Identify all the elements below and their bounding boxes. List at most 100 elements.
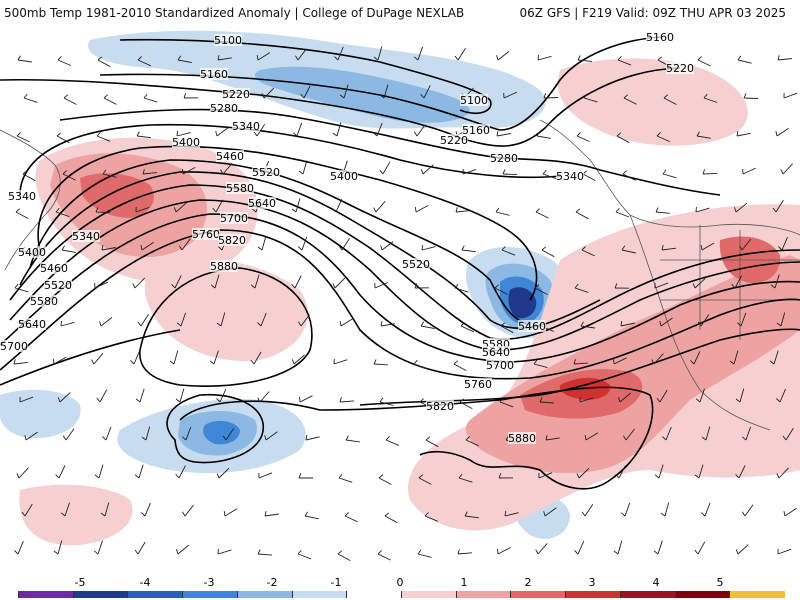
wind-barb (332, 122, 342, 137)
wind-barb (453, 360, 467, 371)
wind-barb (291, 198, 301, 213)
cold-anomaly-south-dark (203, 420, 240, 445)
contour-5580 (9, 184, 800, 340)
wind-barb (16, 467, 29, 479)
wind-barb (250, 274, 260, 289)
wind-barb (651, 353, 664, 365)
wind-barb (379, 161, 391, 175)
wind-barb (776, 388, 786, 403)
wind-barb (697, 56, 711, 67)
wind-barb (291, 275, 302, 289)
warm-anomaly-ridge (144, 259, 308, 361)
wind-barb (93, 540, 103, 555)
contour-5880 (139, 267, 313, 388)
contour-label-bg (252, 166, 280, 178)
warm-anomaly-south (19, 484, 133, 546)
wind-barb (584, 432, 599, 441)
wind-barb (742, 167, 756, 175)
contour-label-bg (210, 260, 238, 272)
wind-barb (655, 207, 670, 214)
wind-barb (257, 312, 267, 327)
wind-barb (464, 511, 479, 519)
contour-label-bg (8, 190, 36, 202)
wind-barb (454, 283, 469, 293)
wind-barb (175, 465, 186, 479)
wind-barb (176, 130, 191, 137)
warm-anomaly-east-mid (466, 255, 800, 474)
wind-barb (141, 426, 151, 441)
wind-barb (216, 467, 230, 479)
contour-label: 5520 (402, 258, 430, 271)
wind-barb (380, 321, 395, 327)
wind-barb (617, 55, 632, 66)
wind-barb (495, 207, 510, 216)
contour-5100 (119, 38, 492, 115)
wind-barb (222, 428, 235, 441)
wind-barb (729, 350, 739, 365)
wind-barb (373, 201, 386, 213)
contour-label: 5340 (72, 230, 100, 243)
wind-barb (96, 132, 111, 142)
wind-barb (332, 277, 346, 289)
wind-barb (212, 199, 224, 213)
wind-barb (734, 202, 748, 213)
wind-barb (15, 208, 29, 219)
contour-label: 5220 (440, 134, 468, 147)
wind-barb (498, 473, 514, 479)
wind-barb (291, 354, 305, 365)
colorbar-segment (565, 591, 621, 598)
wind-barb (537, 54, 552, 61)
wind-barb (60, 502, 70, 517)
wind-barb (425, 436, 439, 448)
wind-barb (663, 94, 677, 105)
contour-label-bg (486, 359, 514, 371)
wind-barb (545, 435, 560, 441)
wind-barb (504, 510, 519, 517)
wind-barb (62, 428, 75, 441)
wind-barb (613, 357, 627, 365)
wind-barb (337, 550, 351, 561)
wind-barb (99, 317, 113, 327)
contour-5460 (29, 159, 531, 326)
wind-barb (783, 507, 797, 517)
wind-barb (339, 84, 349, 99)
wind-barb (577, 55, 592, 62)
contour-5640 (9, 199, 800, 351)
colorbar-segment (455, 591, 512, 598)
wind-barb (372, 122, 383, 137)
wind-barb (344, 512, 358, 523)
wind-barb (103, 94, 117, 105)
contour-label: 5880 (508, 432, 536, 445)
contour-label: 5760 (464, 378, 492, 391)
wind-barb (57, 56, 72, 66)
wind-barb (574, 541, 585, 555)
coastlines (0, 119, 800, 431)
contour-label: 5400 (172, 136, 200, 149)
wind-barb (462, 168, 477, 175)
colorbar-legend: -5 -4 -3 -2 -1 0 1 2 3 4 5 (0, 576, 800, 600)
contour-label: 5700 (220, 212, 248, 225)
wind-barb (14, 540, 24, 555)
wind-barb (52, 356, 67, 365)
contour-5340 (19, 123, 561, 196)
wind-barb (617, 392, 631, 403)
wind-barb (770, 274, 780, 289)
wind-barb (695, 206, 710, 213)
wind-barb (536, 131, 551, 139)
contour-label-bg (508, 432, 536, 444)
wind-barb (374, 282, 389, 289)
wind-barb (421, 244, 436, 251)
wind-barb (735, 544, 749, 555)
contour-label-bg (464, 378, 492, 390)
wind-barb (380, 241, 394, 251)
wind-barb (696, 131, 711, 139)
wind-barb (692, 278, 706, 289)
wind-barb (258, 472, 273, 479)
wind-barb (178, 238, 191, 251)
wind-barb (741, 504, 754, 517)
wind-barb (62, 170, 76, 181)
wind-barb (620, 502, 631, 517)
contour-5520 (19, 171, 601, 329)
contour-label: 5640 (482, 346, 510, 359)
wind-barb (169, 350, 179, 365)
